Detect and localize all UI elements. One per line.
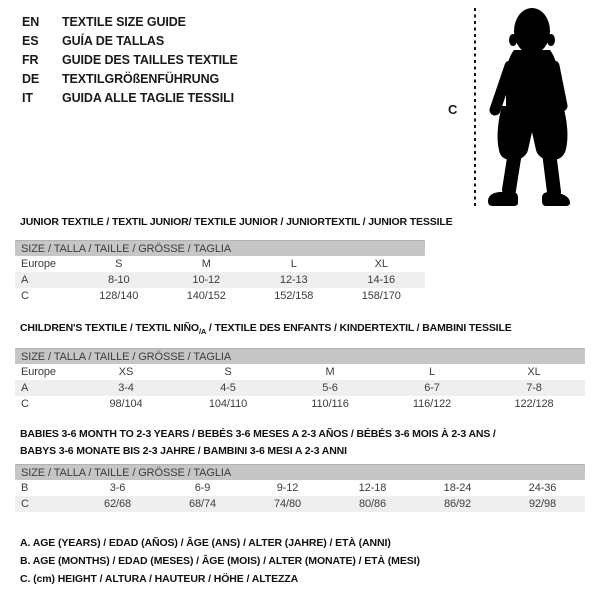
cell: 122/128 [514,398,554,410]
table-row-age-months: B 3-6 6-9 9-12 12-18 18-24 24-36 [15,480,585,496]
size-header-bar: SIZE / TALLA / TAILLE / GRÖSSE / TAGLIA [15,240,425,256]
table-row-europe: Europe S M L XL [15,256,425,272]
height-measure-label: C [448,102,458,117]
language-row: DE TEXTILGRÖßENFÜHRUNG [22,69,238,88]
cell: 6-7 [381,380,483,396]
cell: L [428,366,436,378]
cell: 128/140 [99,290,139,302]
cell: 74/80 [245,496,330,512]
cell: 24-36 [528,482,557,494]
language-code: FR [22,52,39,67]
cell: 80/86 [330,496,415,512]
row-label: C [21,290,29,302]
cell: 116/122 [412,398,452,410]
cell: 140/152 [186,290,226,302]
row-label: Europe [21,258,56,270]
height-measure-dashed-line [474,8,476,208]
language-code: IT [22,90,33,105]
section-title-text: CHILDREN'S TEXTILE / TEXTIL NIÑO [20,322,199,334]
cell: XL [527,366,541,378]
table-row-height: C 62/68 68/74 74/80 80/86 86/92 92/98 [15,496,585,512]
cell: 12-13 [250,272,338,288]
section-title-text: BABIES 3-6 MONTH TO 2-3 YEARS / BEBÉS 3-… [20,428,496,440]
footnote-age-months: B. AGE (MONTHS) / EDAD (MESES) / ÂGE (MO… [20,555,420,567]
footnote-age-years: A. AGE (YEARS) / EDAD (AÑOS) / ÂGE (ANS)… [20,537,391,549]
table-header-row: SIZE / TALLA / TAILLE / GRÖSSE / TAGLIA [15,240,425,256]
cell: 14-16 [337,272,425,288]
cell: 3-4 [75,380,177,396]
children-size-table: SIZE / TALLA / TAILLE / GRÖSSE / TAGLIA … [15,348,585,412]
cell: 18-24 [443,482,472,494]
cell: 92/98 [500,496,585,512]
footnote-height: C. (cm) HEIGHT / ALTURA / HAUTEUR / HÖHE… [20,573,299,585]
cell: 12-18 [358,482,387,494]
row-label: C [21,398,29,410]
language-code: EN [22,14,40,29]
cell: 98/104 [109,398,143,410]
section-title-text: JUNIOR TEXTILE / TEXTIL JUNIOR/ TEXTILE … [20,216,453,228]
cell: M [325,366,335,378]
language-row: IT GUIDA ALLE TAGLIE TESSILI [22,88,238,107]
cell: 158/170 [361,290,401,302]
cell: 152/158 [274,290,314,302]
cell: XL [374,258,388,270]
cell: S [224,366,232,378]
cell: 7-8 [483,380,585,396]
cell: 9-12 [276,482,299,494]
baby-silhouette-icon [488,8,570,206]
cell: 3-6 [109,482,126,494]
language-title: GUÍA DE TALLAS [62,33,165,48]
language-legend: EN TEXTILE SIZE GUIDE ES GUÍA DE TALLAS … [22,12,238,107]
language-title: TEXTILE SIZE GUIDE [62,14,186,29]
table-row-height: C 98/104 104/110 110/116 116/122 122/128 [15,396,585,412]
row-label: A [15,380,75,396]
row-label: A [15,272,75,288]
table-row-age: A 3-4 4-5 5-6 6-7 7-8 [15,380,585,396]
cell: 68/74 [160,496,245,512]
legend-footnotes: A. AGE (YEARS) / EDAD (AÑOS) / ÂGE (ANS)… [20,534,420,588]
language-row: FR GUIDE DES TAILLES TEXTILE [22,50,238,69]
cell: 10-12 [162,272,250,288]
cell: 110/116 [311,398,349,410]
height-figure: C [440,0,600,220]
row-label: Europe [21,366,56,378]
table-row-age: A 8-10 10-12 12-13 14-16 [15,272,425,288]
table-header-row: SIZE / TALLA / TAILLE / GRÖSSE / TAGLIA [15,464,585,480]
cell: 86/92 [415,496,500,512]
language-title: TEXTILGRÖßENFÜHRUNG [62,71,220,86]
section-title-children: CHILDREN'S TEXTILE / TEXTIL NIÑO/A / TEX… [20,320,512,340]
row-label: B [21,482,29,494]
table-row-europe: Europe XS S M L XL [15,364,585,380]
cell: 4-5 [177,380,279,396]
babies-size-table: SIZE / TALLA / TAILLE / GRÖSSE / TAGLIA … [15,464,585,512]
language-title: GUIDA ALLE TAGLIE TESSILI [62,90,235,105]
language-code: DE [22,71,40,86]
language-title: GUIDE DES TAILLES TEXTILE [62,52,238,67]
section-title-babies: BABIES 3-6 MONTH TO 2-3 YEARS / BEBÉS 3-… [20,426,496,460]
table-row-height: C 128/140 140/152 152/158 158/170 [15,288,425,304]
cell: 5-6 [279,380,381,396]
cell: M [201,258,211,270]
cell: L [290,258,297,270]
cell: 8-10 [75,272,163,288]
cell: 6-9 [194,482,211,494]
row-label: C [15,496,75,512]
section-title-text: BABYS 3-6 MONATE BIS 2-3 JAHRE / BAMBINI… [20,445,347,457]
size-header-bar: SIZE / TALLA / TAILLE / GRÖSSE / TAGLIA [15,464,585,480]
cell: 104/110 [208,398,248,410]
section-title-text: / TEXTILE DES ENFANTS / KINDERTEXTIL / B… [206,322,512,334]
cell: 62/68 [75,496,160,512]
language-row: EN TEXTILE SIZE GUIDE [22,12,238,31]
junior-size-table: SIZE / TALLA / TAILLE / GRÖSSE / TAGLIA … [15,240,425,304]
cell: S [115,258,123,270]
cell: XS [118,366,134,378]
section-title-junior: JUNIOR TEXTILE / TEXTIL JUNIOR/ TEXTILE … [20,214,453,231]
language-row: ES GUÍA DE TALLAS [22,31,238,50]
table-header-row: SIZE / TALLA / TAILLE / GRÖSSE / TAGLIA [15,348,585,364]
section-title-subscript: /A [198,327,207,337]
size-header-bar: SIZE / TALLA / TAILLE / GRÖSSE / TAGLIA [15,348,585,364]
language-code: ES [22,33,39,48]
